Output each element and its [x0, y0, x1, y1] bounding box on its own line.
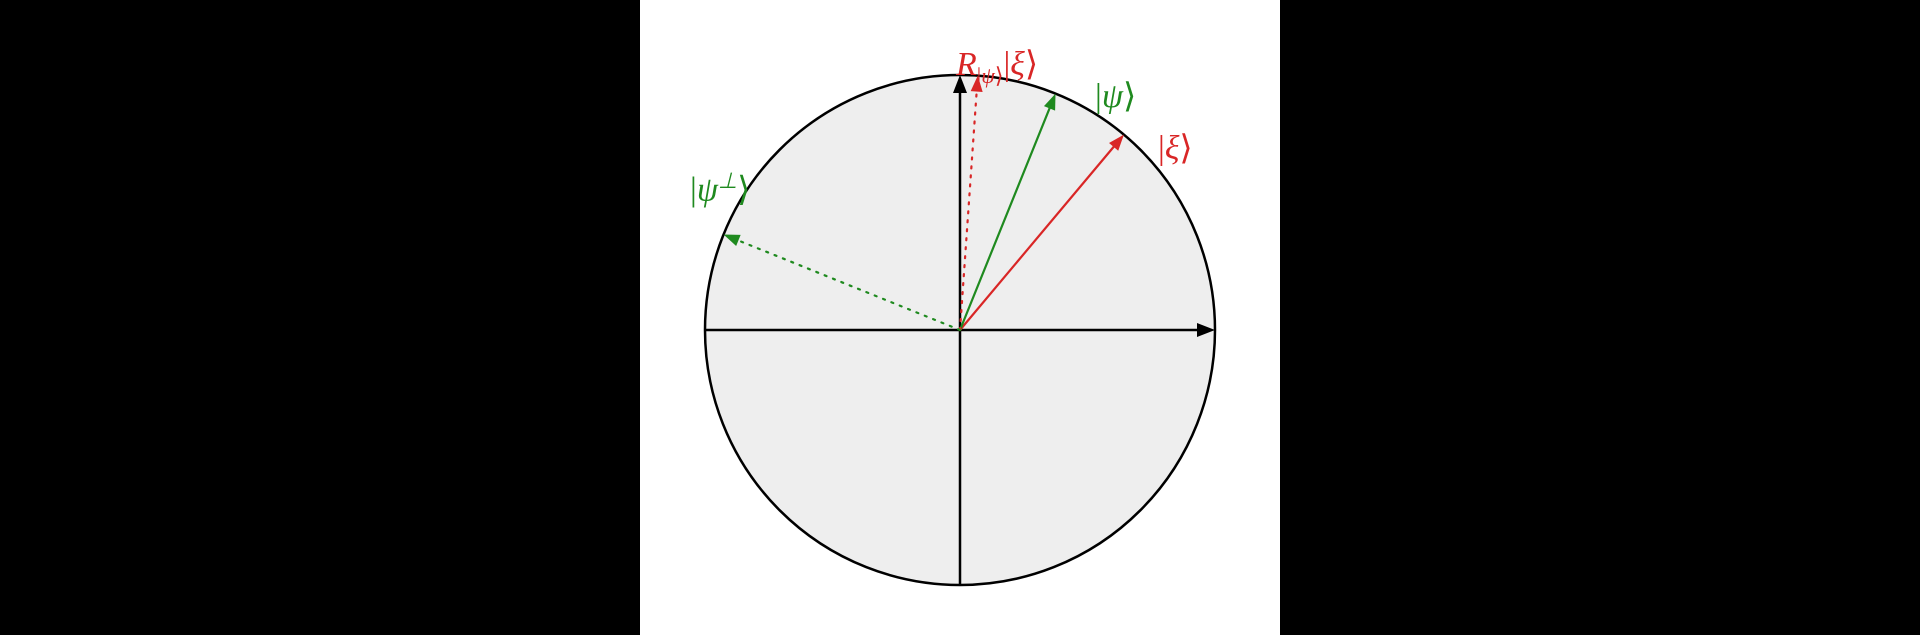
- vector-diagram-svg: [640, 0, 1280, 635]
- label-R-psi-xi: R|ψ⟩|ξ⟩: [956, 44, 1038, 89]
- diagram-canvas: |ξ⟩ |ψ⟩ R|ψ⟩|ξ⟩ |ψ⊥⟩: [640, 0, 1280, 635]
- label-psi-perp: |ψ⊥⟩: [690, 168, 750, 209]
- label-psi: |ψ⟩: [1095, 76, 1136, 116]
- label-xi: |ξ⟩: [1158, 128, 1193, 168]
